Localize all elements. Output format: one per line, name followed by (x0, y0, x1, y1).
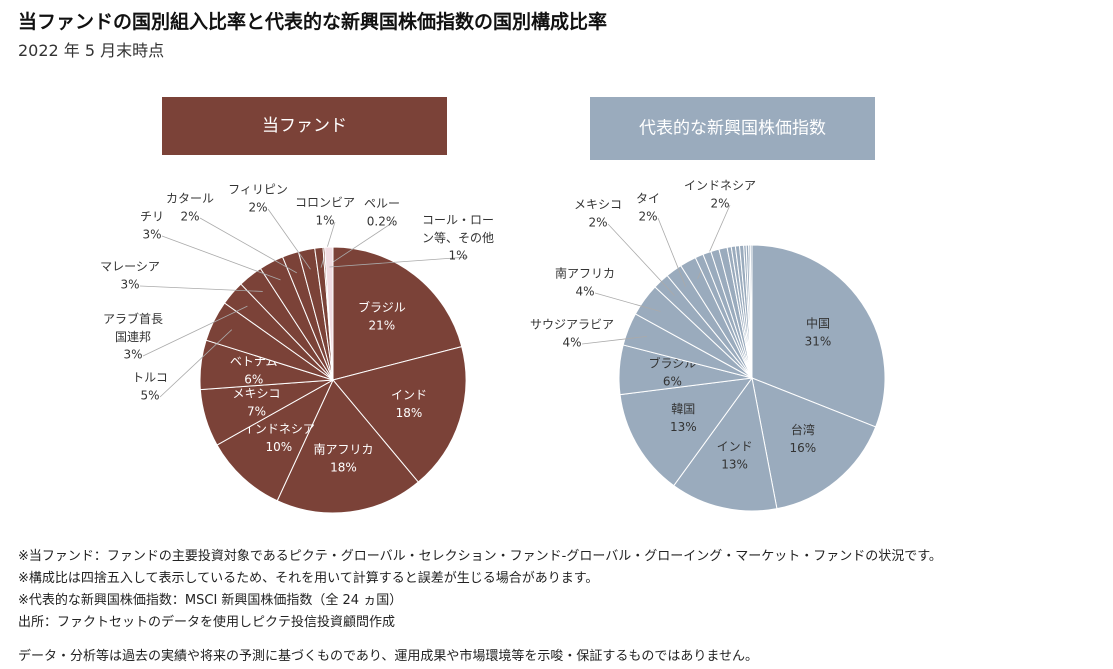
slice-label: フィリピン (228, 183, 288, 197)
slice-value: 16% (790, 441, 817, 455)
slice-label: チリ (140, 210, 164, 224)
slice-value: 7% (247, 404, 266, 418)
pie-slice (276, 379, 419, 514)
slice-value: 4% (562, 336, 581, 350)
slice-value: 31% (805, 335, 832, 349)
slice-label: メキシコ (574, 198, 622, 212)
slice-label: 中国 (806, 316, 830, 331)
slice-label: トルコ (132, 371, 168, 385)
slice-label: インドネシア (684, 179, 756, 193)
slice-value: 13% (670, 420, 697, 434)
pie-slice (619, 377, 754, 487)
slice-label: メキシコ (233, 386, 281, 400)
slice-label: インドネシア (243, 422, 315, 436)
footnote: ※代表的な新興国株価指数：MSCI 新興国株価指数（全 24 ヵ国） (18, 592, 402, 608)
slice-label: コロンビア (295, 196, 355, 210)
slice-label: サウジアラビア (530, 318, 614, 332)
slice-label: ペルー (364, 197, 400, 211)
pie-slice (751, 244, 886, 428)
leader-line (657, 217, 686, 287)
slice-value: 6% (663, 374, 682, 388)
slice-value: 0.2% (367, 215, 398, 229)
slice-value: 2% (710, 197, 729, 211)
slice-value: 2% (180, 210, 199, 224)
leader-line (320, 221, 336, 268)
pie-slice (216, 378, 335, 502)
leader-line (267, 208, 311, 270)
slice-value: 10% (265, 440, 292, 454)
slice-value: 2% (248, 201, 267, 215)
slice-value: 3% (142, 228, 161, 242)
slice-label: ブラジル (358, 299, 406, 314)
slice-value: 5% (140, 389, 159, 403)
slice-label: 南アフリカ (313, 442, 373, 457)
pie-slice (749, 244, 753, 379)
leader-line (607, 223, 675, 296)
slice-value: 6% (244, 372, 263, 386)
pie-header (590, 97, 875, 160)
slice-label: アラブ首長国連邦 (103, 311, 163, 344)
slice-value: 21% (368, 318, 395, 332)
slice-label: タイ (636, 192, 660, 206)
pie-slice (332, 246, 463, 381)
slice-label: インド (717, 439, 753, 453)
pie-slice (751, 377, 877, 510)
slice-value: 3% (123, 348, 142, 362)
pie-title: 当ファンド (262, 116, 347, 136)
leader-line (329, 256, 469, 268)
leader-line (159, 329, 233, 398)
leader-line (324, 222, 393, 268)
slice-label: カタール (166, 192, 214, 206)
leader-line (594, 292, 661, 312)
footnote: 出所：ファクトセットのデータを使用しピクテ投信投資顧問作成 (18, 614, 395, 630)
slice-label: コール・ローン等、その他 (422, 213, 494, 245)
leader-line (139, 285, 263, 292)
slice-value: 13% (721, 457, 748, 471)
slice-label: マレーシア (100, 260, 160, 274)
slice-label: 南アフリカ (555, 266, 615, 281)
slice-value: 1% (448, 249, 467, 263)
title: 当ファンドの国別組入比率と代表的な新興国株価指数の国別構成比率 (18, 10, 607, 33)
footnote: ※構成比は四捨五入して表示しているため、それを用いて計算すると誤差が生じる場合が… (18, 570, 598, 586)
pie-slice (673, 376, 778, 512)
slice-label: インド (391, 388, 427, 402)
slice-value: 1% (315, 214, 334, 228)
leader-line (142, 305, 248, 357)
slice-label: 韓国 (671, 402, 695, 416)
pie-header (162, 97, 447, 155)
slice-value: 2% (638, 210, 657, 224)
footnote: ※当ファンド：ファンドの主要投資対象であるピクテ・グローバル・セレクション・ファ… (18, 548, 942, 564)
slice-value: 18% (330, 461, 357, 475)
slice-label: 台湾 (791, 422, 815, 437)
subtitle: 2022 年 5 月末時点 (18, 41, 164, 60)
pie-slice (332, 345, 467, 483)
slice-value: 3% (120, 278, 139, 292)
pie-slice (324, 246, 334, 381)
leader-line (581, 335, 647, 345)
leader-line (161, 235, 281, 281)
footnote: データ・分析等は過去の実績や将来の予測に基づくものであり、運用成果や市場環境等を… (18, 648, 758, 664)
pie-title: 代表的な新興国株価指数 (639, 119, 826, 139)
slice-value: 4% (575, 285, 594, 299)
slice-value: 18% (396, 406, 423, 420)
leader-line (199, 217, 297, 274)
slice-value: 2% (588, 216, 607, 230)
